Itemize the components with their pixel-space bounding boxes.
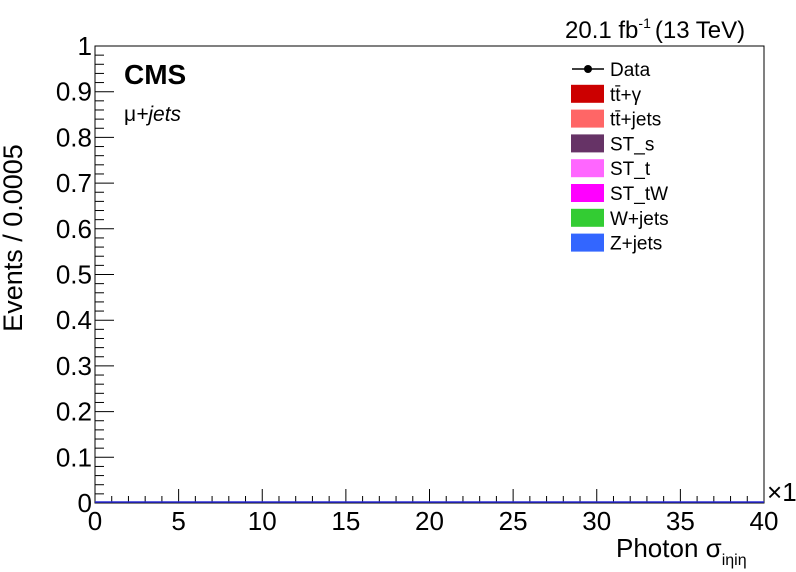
x-tick-labels: 0 5 10 15 20 25 30 35 40	[88, 506, 779, 536]
legend-label: ST_s	[610, 134, 654, 155]
legend-marker	[584, 65, 592, 73]
legend-entry-data: Data	[572, 60, 651, 81]
x-tick-label: 0	[88, 506, 102, 536]
legend-swatch	[571, 134, 604, 153]
y-tick-labels: 0 0.1 0.2 0.3 0.4 0.5 0.6 0.7 0.8 0.9 1	[56, 31, 92, 518]
y-tick-label: 0.5	[56, 260, 92, 290]
x-tick-label: 30	[582, 506, 611, 536]
legend-swatch	[571, 109, 604, 128]
y-tick-label: 0.7	[56, 168, 92, 198]
legend-swatch	[571, 159, 604, 178]
y-tick-label: 0.9	[56, 77, 92, 107]
x-tick-label: 25	[499, 506, 528, 536]
y-tick-label: 0.8	[56, 122, 92, 152]
legend-label: Z+jets	[610, 234, 662, 255]
legend-label: W+jets	[610, 209, 669, 230]
x-tick-label: 5	[171, 506, 185, 536]
legend-entry-st_t: ST_t	[571, 159, 651, 180]
x-tick-label: 35	[666, 506, 695, 536]
legend-swatch	[571, 84, 604, 103]
legend-label: tt̄+γ	[610, 85, 642, 106]
y-tick-label: 0.2	[56, 397, 92, 427]
legend-label: tt̄+jets	[610, 110, 661, 131]
legend-label: ST_t	[610, 159, 651, 180]
legend-entry-ttgamma: tt̄+γ	[571, 84, 642, 106]
x-tick-label: 20	[415, 506, 444, 536]
channel-label: μ+jets	[124, 103, 182, 126]
legend: Data tt̄+γ tt̄+jets ST_s ST_t ST_tW W+jets Z+je…	[571, 60, 669, 255]
legend-swatch	[571, 233, 604, 252]
axis-ticks	[94, 45, 765, 504]
y-tick-label: 0.1	[56, 442, 92, 472]
y-tick-label: 0	[78, 488, 92, 518]
legend-entry-st_s: ST_s	[571, 134, 654, 155]
x-tick-label: 10	[248, 506, 277, 536]
y-tick-label: 0.6	[56, 214, 92, 244]
plot-frame	[94, 45, 765, 504]
legend-entry-st_tw: ST_tW	[571, 184, 668, 205]
x-axis-title: Photon σiηiη	[616, 533, 747, 569]
legend-swatch	[571, 184, 604, 202]
legend-label: Data	[610, 60, 651, 81]
legend-swatch	[571, 208, 604, 227]
x-exponent-label: ×1	[767, 477, 796, 507]
y-tick-label: 0.3	[56, 351, 92, 381]
cms-label: CMS	[124, 59, 186, 90]
y-axis-title: Events / 0.0005	[0, 144, 28, 332]
y-tick-label: 0.4	[56, 305, 92, 335]
legend-entry-zjets: Z+jets	[571, 233, 662, 255]
luminosity-label: 20.1 fb-1 (13 TeV)	[565, 15, 745, 44]
legend-entry-wjets: W+jets	[571, 208, 669, 230]
x-tick-label: 15	[331, 506, 360, 536]
legend-label: ST_tW	[610, 184, 668, 205]
x-tick-label: 40	[750, 506, 779, 536]
legend-entry-ttjets: tt̄+jets	[571, 109, 661, 131]
y-tick-label: 1	[78, 31, 92, 61]
